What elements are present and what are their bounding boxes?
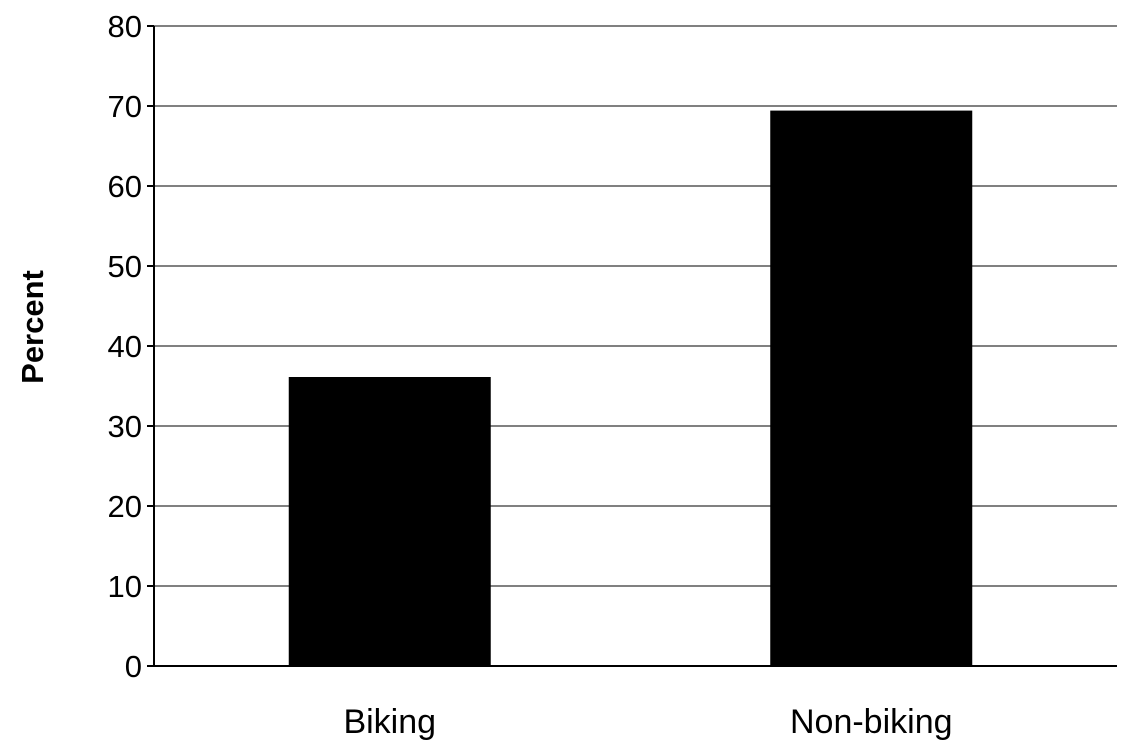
y-tick-label: 30 [108,409,142,444]
y-axis-title: Percent [15,270,50,384]
y-tick-label: 40 [108,329,142,364]
y-tick-label: 60 [108,169,142,204]
x-category-labels: Biking Non-biking [343,703,952,741]
bar-biking [288,377,491,667]
x-category-label: Biking [343,703,436,741]
x-category-label: Non-biking [790,703,953,741]
y-tick-label: 10 [108,569,142,604]
y-tick-label: 80 [108,9,142,44]
bar-non-biking [770,110,973,668]
y-tick-label: 20 [108,489,142,524]
y-tick-label: 0 [125,649,142,684]
y-tick-label: 70 [108,89,142,124]
y-tick-label: 50 [108,249,142,284]
y-tick-labels: 0 10 20 30 40 50 60 70 80 [108,9,154,684]
bars [288,110,973,668]
